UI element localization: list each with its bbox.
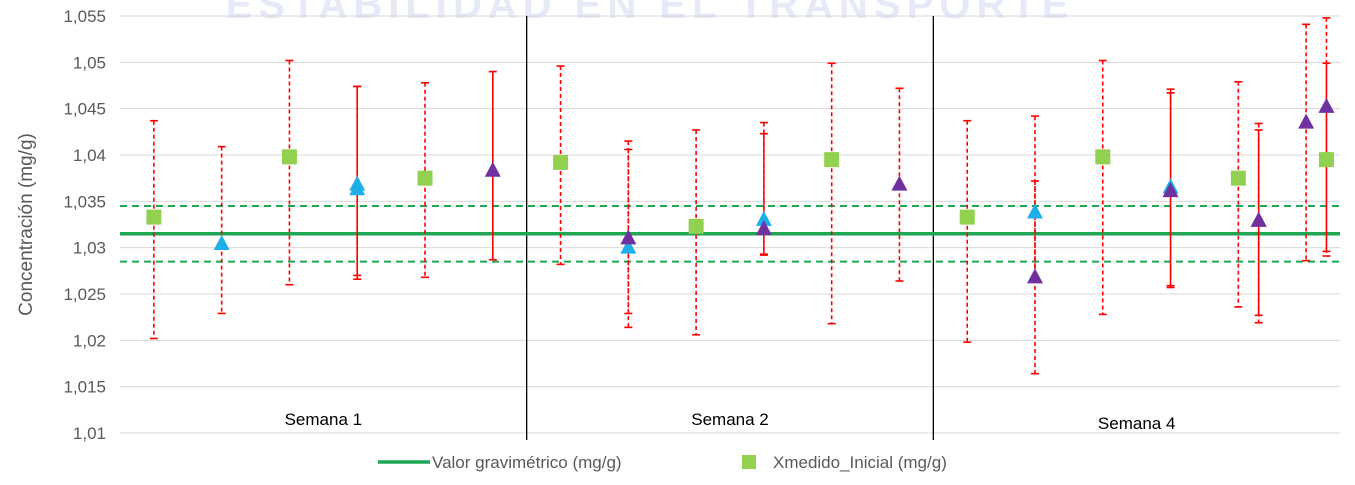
data-point-triangle: [891, 175, 908, 191]
data-point-square: [1230, 170, 1246, 186]
legend-label: Xmedido_Inicial (mg/g): [773, 453, 947, 472]
data-point-triangle: [1027, 268, 1043, 284]
y-tick-label: 1,025: [63, 285, 106, 304]
group-separators: [526, 16, 934, 440]
svg-text:ESTABILIDAD EN EL TRANSPORTE: ESTABILIDAD EN EL TRANSPORTE: [226, 0, 1075, 27]
y-tick-label: 1,05: [73, 53, 106, 72]
y-tick-label: 1,02: [73, 331, 106, 350]
data-point-square: [1318, 152, 1334, 168]
y-tick-label: 1,015: [63, 378, 106, 397]
group-label: Semana 4: [1098, 414, 1176, 433]
group-labels: Semana 1 Semana 2 Semana 4: [285, 410, 1176, 433]
y-tick-label: 1,03: [73, 239, 106, 258]
legend-square-symbol: [742, 455, 756, 469]
group-label: Semana 2: [691, 410, 769, 429]
data-point-square: [1095, 149, 1111, 165]
legend: Valor gravimétrico (mg/g) Xmedido_Inicial…: [378, 453, 947, 472]
data-point-square: [553, 154, 569, 170]
legend-label: Valor gravimétrico (mg/g): [432, 453, 622, 472]
data-point-triangle: [1250, 211, 1267, 227]
data-point-square: [688, 218, 704, 234]
data-point-triangle: [755, 220, 772, 236]
data-point-triangle: [213, 234, 230, 250]
data-point-triangle: [755, 210, 772, 226]
y-axis-title: Concentración (mg/g): [16, 133, 37, 316]
data-point-triangle: [620, 229, 637, 245]
reference-lines: [120, 204, 1340, 263]
error-bars: [149, 17, 1331, 375]
data-point-square: [959, 209, 975, 225]
y-tick-label: 1,055: [63, 7, 106, 26]
y-tick-label: 1,035: [63, 192, 106, 211]
data-point-square: [281, 149, 297, 165]
y-tick-label: 1,04: [73, 146, 106, 165]
data-point-square: [417, 170, 433, 186]
data-point-square: [146, 209, 162, 225]
data-point-triangle: [1318, 97, 1335, 113]
gridlines: [120, 15, 1340, 434]
y-axis-ticks: 1,01 1,015 1,02 1,025 1,03 1,035 1,04 1,045 1,05…: [63, 7, 106, 443]
y-tick-label: 1,045: [63, 100, 106, 119]
data-point-triangle: [1298, 113, 1315, 129]
data-point-triangle: [484, 161, 501, 177]
y-tick-label: 1,01: [73, 424, 106, 443]
data-markers: [146, 97, 1335, 284]
data-point-square: [824, 152, 840, 168]
data-point-triangle: [349, 175, 366, 191]
data-point-triangle: [1027, 203, 1043, 219]
group-label: Semana 1: [285, 410, 363, 429]
data-point-triangle: [1162, 182, 1179, 198]
data-point-triangle: [620, 238, 637, 254]
watermark: ESTABILIDAD EN EL TRANSPORTE: [226, 0, 1075, 27]
